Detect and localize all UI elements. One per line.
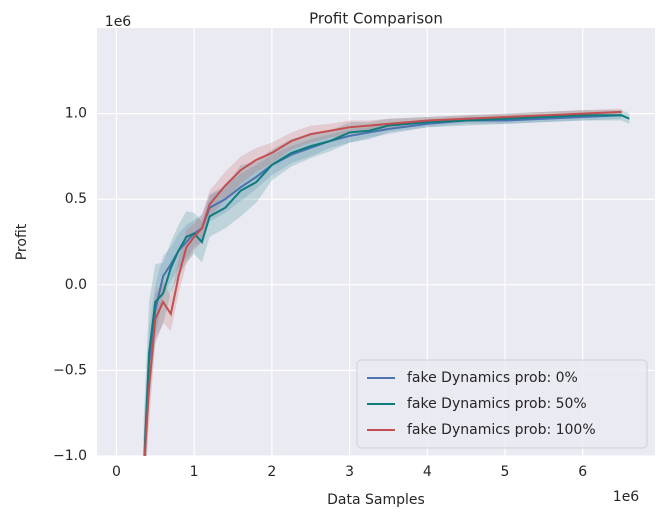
y-tick-label: 0.0: [65, 277, 87, 293]
series-line: [143, 110, 622, 456]
x-tick-label: 6: [578, 464, 587, 480]
series-line: [143, 114, 630, 456]
y-tick-label: −0.5: [53, 362, 87, 378]
y-tick-label: 1.0: [65, 106, 87, 122]
grid: [97, 28, 655, 457]
x-tick-label: 1: [190, 464, 199, 480]
y-offset-label: 1e6: [105, 14, 132, 30]
x-tick-label: 5: [501, 464, 510, 480]
x-tick-label: 2: [267, 464, 276, 480]
x-tick-label: 0: [112, 464, 121, 480]
y-axis-label: Profit: [14, 223, 30, 260]
plot-area: [143, 108, 630, 456]
x-tick-label: 3: [345, 464, 354, 480]
legend-label: fake Dynamics prob: 0%: [407, 370, 578, 386]
y-tick-label: 0.5: [65, 191, 87, 207]
legend-label: fake Dynamics prob: 50%: [407, 396, 587, 412]
legend-box: [356, 359, 648, 449]
x-offset-label: 1e6: [613, 489, 640, 505]
legend: fake Dynamics prob: 0% fake Dynamics prob…: [356, 359, 648, 449]
y-tick-label: −1.0: [53, 448, 87, 464]
x-axis-label: Data Samples: [327, 492, 425, 508]
legend-label: fake Dynamics prob: 100%: [407, 422, 596, 438]
x-tick-label: 4: [423, 464, 432, 480]
chart-title: Profit Comparison: [309, 10, 443, 28]
